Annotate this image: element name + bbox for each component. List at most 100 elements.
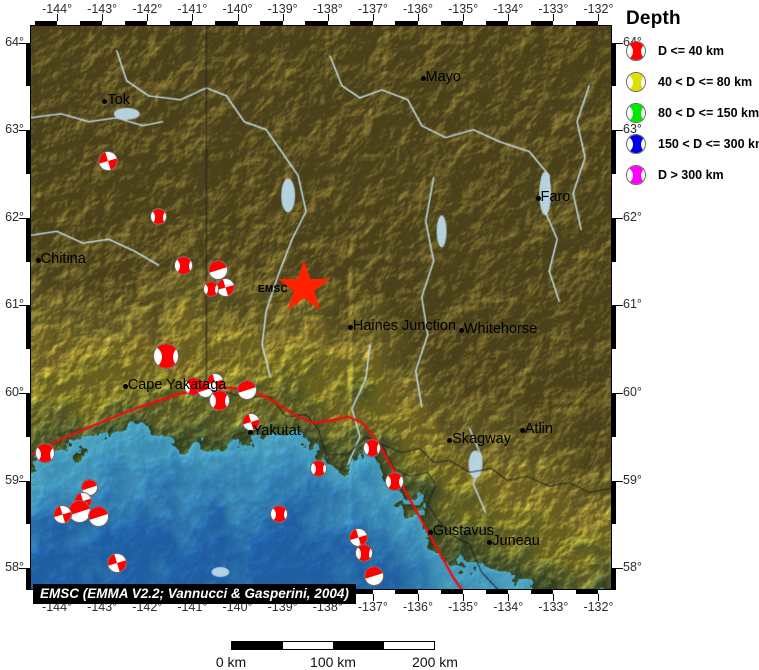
scale-segment [333,642,384,649]
city-label: Chitina [40,250,86,267]
axis-tick [192,14,194,21]
axis-tick [19,130,26,132]
frame-tick-block [350,21,373,25]
frame-tick-block [79,21,103,25]
city-label: Mayo [425,69,461,86]
map-container[interactable]: Tok Mayo Faro Chitina Haines Junction Whiteho… [30,25,612,590]
latitude-label: 64° [5,34,24,49]
axis-tick [508,594,510,601]
earthquake-focal-mechanism [34,443,55,464]
legend-item-3[interactable]: 80 < D <= 150 km [626,103,759,123]
axis-tick [598,14,600,21]
frame-tick-block [612,130,616,174]
frame-tick-block [575,21,599,25]
axis-tick [372,14,374,21]
longitude-label: -133° [538,2,569,16]
longitude-label: -141° [177,2,208,16]
city-dot-icon [535,195,541,201]
latitude-label: 62° [5,209,24,224]
frame-tick-block [530,21,554,25]
latitude-label: 58° [5,560,24,575]
axis-tick [598,594,600,601]
longitude-label: -144° [42,2,73,16]
legend-item-label: D <= 40 km [658,44,725,58]
scale-segment [383,642,434,649]
longitude-label: -136° [402,2,434,16]
earthquake-focal-mechanism [149,208,167,226]
city-label: Yakutat [252,423,301,440]
frame-tick-block [124,21,148,25]
frame-tick-block [440,21,464,25]
scale-segment [232,642,283,649]
axis-tick [463,14,465,21]
longitude-label: -143° [87,2,118,16]
legend-item-1[interactable]: D <= 40 km [626,41,759,61]
epicenter-label: EMSC [257,284,289,296]
city-dot-icon [247,430,253,436]
frame-tick-block [575,590,599,594]
earthquake-focal-mechanism [153,343,180,370]
frame-tick-block [26,480,30,525]
legend-item-4[interactable]: 150 < D <= 300 km [626,134,759,154]
axis-tick [102,14,104,21]
legend-beachball-icon [626,72,646,92]
frame-tick-block [260,21,283,25]
legend-item-2[interactable]: 40 < D <= 80 km [626,72,759,92]
city-label: Whitehorse [463,320,538,337]
latitude-label: 62° [623,209,642,224]
latitude-label: 63° [623,122,642,137]
frame-tick-block [612,217,616,262]
latitude-label: 59° [623,472,642,487]
legend-beachball-icon [626,134,646,154]
axis-tick [19,305,26,307]
city-label: Haines Junction [352,318,457,335]
longitude-label: -133° [538,600,569,614]
frame-tick-block [612,568,616,590]
city-label: Juneau [492,532,540,549]
frame-tick-block [612,392,616,437]
legend-item-5[interactable]: D > 300 km [626,165,759,185]
legend-beachball-icon [626,41,646,61]
axis-tick [19,42,26,44]
city-dot-icon [35,257,41,263]
longitude-label: -134° [493,600,524,614]
longitude-label: -137° [357,2,388,16]
longitude-label: -138° [312,2,343,16]
earthquake-focal-mechanism [309,459,327,477]
scale-bar [231,641,435,650]
axis-tick [418,594,419,601]
axis-tick [327,14,329,21]
frame-tick-block [440,590,464,594]
latitude-label: 59° [5,472,24,487]
axis-tick [463,594,465,601]
latitude-label: 63° [5,122,24,137]
frame-tick-block [395,590,418,594]
frame-tick-block [26,392,30,437]
axis-tick [147,14,149,21]
city-label: Skagway [452,431,511,448]
axis-tick [616,480,623,482]
longitude-label: -136° [402,600,434,614]
frame-tick-block [485,21,509,25]
frame-tick-block [26,568,30,590]
attribution-banner: EMSC (EMMA V2.2; Vannucci & Gasperini, 2… [33,584,356,604]
axis-tick [372,594,374,601]
axis-tick [616,130,623,132]
relief-basemap [31,26,611,589]
earthquake-focal-mechanism [208,389,230,411]
frame-tick-block [530,590,554,594]
axis-tick [616,217,623,219]
legend-item-label: 80 < D <= 150 km [658,106,759,120]
latitude-label: 61° [5,297,24,312]
city-dot-icon [458,327,464,333]
earthquake-focal-mechanism [354,544,373,563]
latitude-label: 60° [623,384,642,399]
frame-tick-block [214,21,238,25]
earthquake-focal-mechanism [384,472,404,491]
axis-tick [19,568,26,570]
frame-tick-block [612,480,616,525]
longitude-label: -132° [583,2,614,16]
frame-tick-block [350,590,373,594]
legend-item-label: 150 < D <= 300 km [658,137,759,151]
axis-tick [418,14,419,21]
